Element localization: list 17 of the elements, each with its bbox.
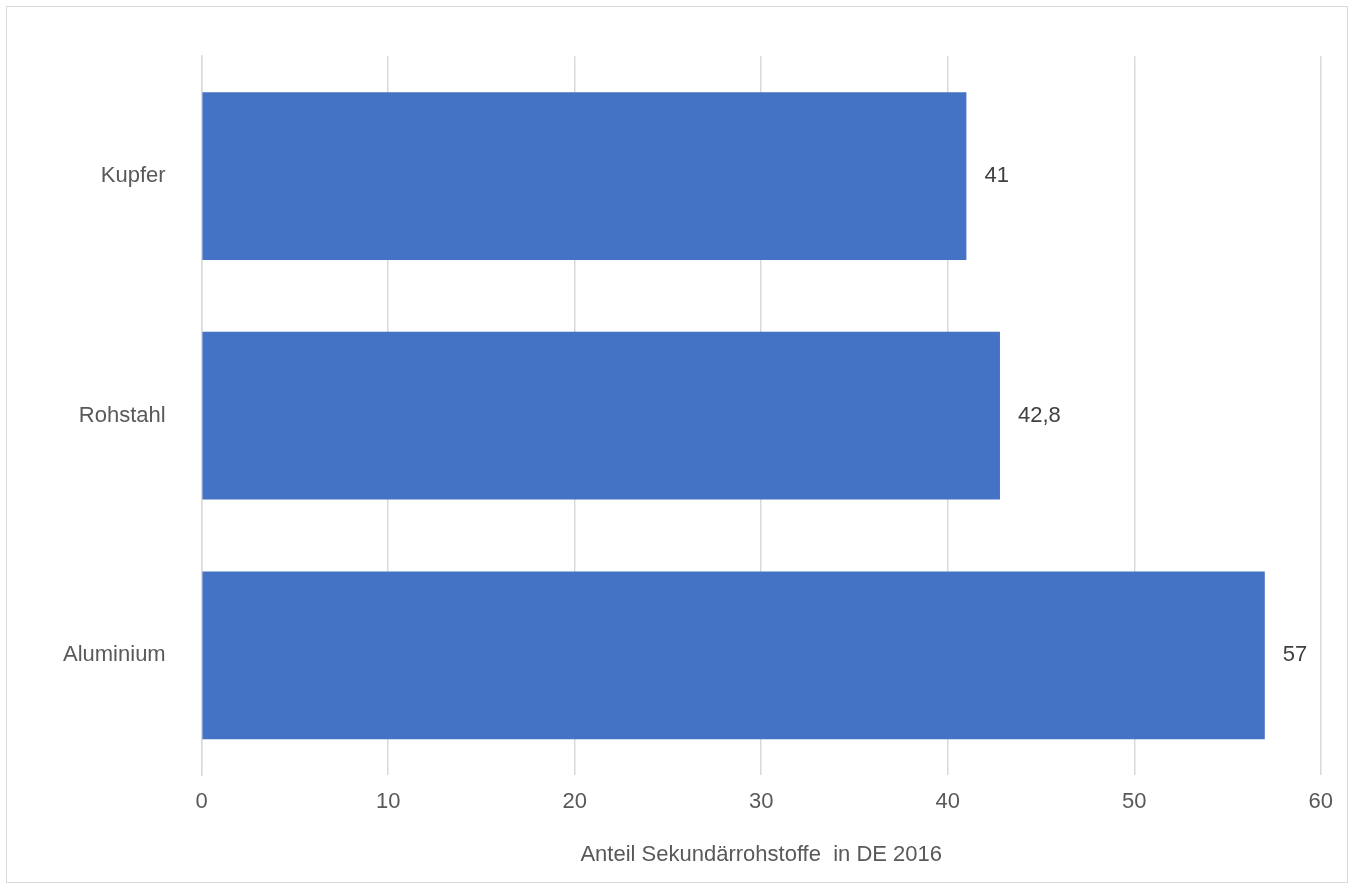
x-tick-label: 30: [748, 788, 774, 814]
y-tick-label: Aluminium: [62, 641, 166, 667]
data-label: 42,8: [1017, 401, 1061, 427]
data-label: 57: [1282, 641, 1308, 667]
bar: [202, 571, 1265, 740]
x-tick-label: 10: [375, 788, 401, 814]
bar: [202, 92, 967, 260]
x-tick-label: 40: [935, 788, 960, 814]
data-label: 41: [984, 162, 1009, 188]
x-tick-label: 60: [1308, 788, 1334, 814]
x-axis-title: Anteil Sekundärrohstoffe in DE 2016: [580, 840, 943, 866]
x-tick-label: 20: [562, 788, 587, 814]
y-tick-label: Rohstahl: [78, 401, 166, 427]
x-tick-label: 50: [1122, 788, 1147, 814]
x-tick-label: 0: [195, 788, 208, 814]
bar: [202, 331, 1000, 500]
y-tick-label: Kupfer: [100, 162, 166, 188]
